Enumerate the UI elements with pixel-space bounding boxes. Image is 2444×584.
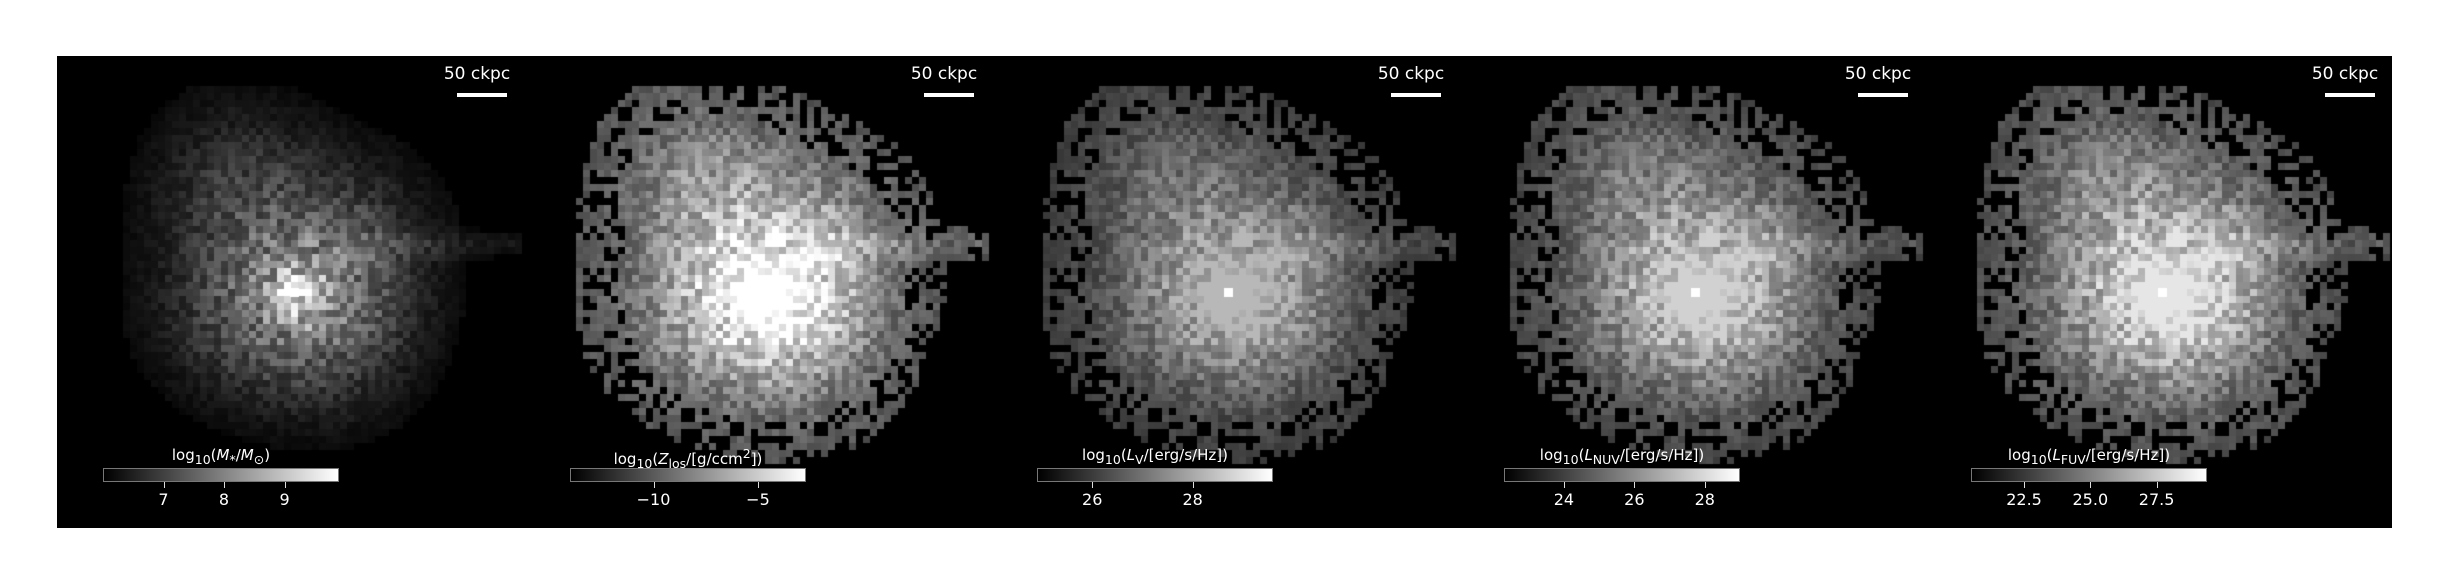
colorbar-tick-label: −5 — [746, 490, 770, 509]
colorbar-tick-label: 27.5 — [2138, 490, 2175, 509]
colorbar-tick — [1704, 482, 1706, 488]
colorbar — [103, 468, 339, 482]
scale-bar-label: 50 ckpc — [2311, 64, 2379, 84]
colorbar — [1037, 468, 1273, 482]
scale-bar — [457, 93, 507, 97]
panel-stellar-mass: 50 ckpc log10(M*/M⊙) 7 8 9 — [57, 56, 524, 528]
colorbar-tick-label: 28 — [1182, 490, 1203, 509]
scale-bar — [2325, 93, 2375, 97]
scale-bar-label: 50 ckpc — [1377, 64, 1445, 84]
nuv-luminosity-map — [1458, 56, 1925, 528]
colorbar — [1971, 468, 2207, 482]
scale-bar — [1391, 93, 1441, 97]
colorbar-tick — [163, 482, 165, 488]
colorbar-tick — [1563, 482, 1565, 488]
colorbar-tick — [284, 482, 286, 488]
colorbar-tick-label: −10 — [636, 490, 671, 509]
colorbar-tick — [757, 482, 759, 488]
colorbar-tick-label: 22.5 — [2006, 490, 2042, 509]
scale-bar-label: 50 ckpc — [443, 64, 511, 84]
colorbar-tick-label: 7 — [158, 490, 169, 509]
colorbar-tick-label: 9 — [279, 490, 290, 509]
colorbar-label: log10(LNUV/[erg/s/Hz]) — [1539, 446, 1705, 467]
colorbar-tick — [1092, 482, 1094, 488]
colorbar — [570, 468, 806, 482]
colorbar-tick-label: 24 — [1553, 490, 1575, 509]
colorbar-tick — [2156, 482, 2158, 488]
colorbar-label: log10(Zlos/[g/ccm2]) — [613, 446, 763, 471]
colorbar-tick — [1192, 482, 1194, 488]
colorbar — [1504, 468, 1740, 482]
stellar-mass-map — [57, 56, 524, 528]
colorbar-label: log10(M*/M⊙) — [171, 446, 271, 467]
colorbar-label: log10(LFUV/[erg/s/Hz]) — [2007, 446, 2171, 467]
colorbar-tick — [224, 482, 226, 488]
scale-bar-label: 50 ckpc — [910, 64, 978, 84]
colorbar-tick-label: 26 — [1082, 490, 1103, 509]
colorbar-label: log10(LV/[erg/s/Hz]) — [1082, 446, 1228, 467]
panel-v-luminosity: 50 ckpc log10(LV/[erg/s/Hz]) 26 28 — [991, 56, 1458, 528]
colorbar-tick — [2024, 482, 2026, 488]
colorbar-tick-label: 25.0 — [2072, 490, 2109, 509]
colorbar-tick-label: 28 — [1694, 490, 1715, 509]
image-strip: 50 ckpc log10(M*/M⊙) 7 8 9 50 ckpc log10(Z… — [57, 56, 2392, 528]
panel-nuv-luminosity: 50 ckpc log10(LNUV/[erg/s/Hz]) 24 26 28 — [1458, 56, 1925, 528]
scale-bar — [924, 93, 974, 97]
colorbar-tick-label: 8 — [218, 490, 230, 509]
fuv-luminosity-map — [1925, 56, 2392, 528]
colorbar-tick-label: 26 — [1624, 490, 1645, 509]
colorbar-tick — [2090, 482, 2092, 488]
scale-bar — [1858, 93, 1908, 97]
scale-bar-label: 50 ckpc — [1844, 64, 1912, 84]
colorbar-tick — [653, 482, 655, 488]
v-luminosity-map — [991, 56, 1458, 528]
colorbar-tick — [1634, 482, 1636, 488]
panel-metal-column: 50 ckpc log10(Zlos/[g/ccm2]) −10 −5 — [524, 56, 991, 528]
metal-column-map — [524, 56, 991, 528]
panel-fuv-luminosity: 50 ckpc log10(LFUV/[erg/s/Hz]) 22.5 25.0 2… — [1925, 56, 2392, 528]
